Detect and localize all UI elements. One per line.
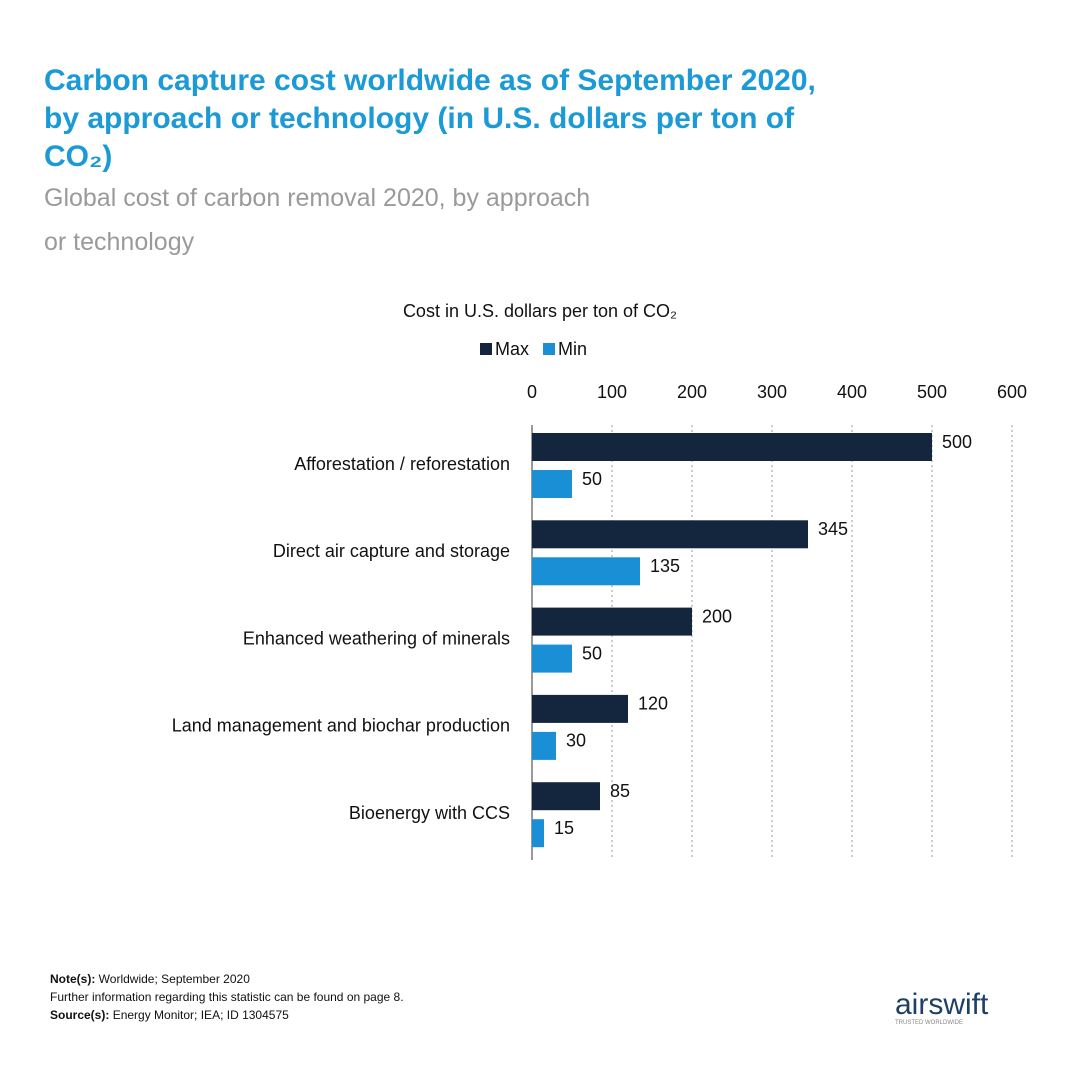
logo-name: airswift: [895, 988, 989, 1021]
x-tick-label: 200: [677, 382, 707, 402]
value-label: 120: [638, 694, 668, 714]
footer: Note(s): Worldwide; September 2020 Furth…: [50, 970, 404, 1024]
legend-label: Max: [495, 339, 529, 359]
bar: [532, 520, 808, 549]
y-tick-label: Afforestation / reforestation: [294, 454, 510, 474]
y-tick-label: Direct air capture and storage: [273, 541, 510, 561]
value-label: 15: [554, 818, 574, 838]
bar: [532, 819, 544, 848]
y-tick-label: Land management and biochar production: [172, 716, 510, 736]
value-label: 30: [566, 731, 586, 751]
source: Source(s): Energy Monitor; IEA; ID 13045…: [50, 1006, 404, 1024]
bar: [532, 694, 628, 723]
axis-title: Cost in U.S. dollars per ton of CO₂: [403, 301, 677, 321]
legend-swatch: [480, 343, 492, 355]
legend-swatch: [543, 343, 556, 355]
x-tick-label: 300: [757, 382, 787, 402]
y-tick-label: Enhanced weathering of minerals: [243, 628, 510, 648]
legend-label: Min: [558, 339, 587, 359]
note: Note(s): Worldwide; September 2020: [50, 970, 404, 988]
bar: [532, 433, 932, 461]
source-label: Source(s):: [50, 1008, 110, 1022]
source-text: Energy Monitor; IEA; ID 1304575: [112, 1008, 289, 1022]
note-label: Note(s):: [50, 972, 96, 986]
value-label: 345: [818, 519, 848, 539]
bar: [532, 557, 640, 586]
bar: [532, 644, 572, 673]
x-tick-label: 0: [527, 382, 537, 402]
value-label: 135: [650, 556, 680, 576]
bar: [532, 470, 572, 498]
x-tick-label: 400: [837, 382, 867, 402]
value-label: 500: [942, 432, 972, 452]
x-tick-label: 100: [597, 382, 627, 402]
value-label: 50: [582, 643, 602, 663]
logo: airswift TRUSTED WORLDWIDE: [895, 988, 989, 1027]
x-tick-label: 500: [917, 382, 947, 402]
bar: [532, 782, 600, 811]
chart-subtitle: Global cost of carbon removal 2020, by a…: [44, 184, 591, 256]
bar: [532, 607, 692, 636]
note-text: Worldwide; September 2020: [98, 972, 250, 986]
further-info: Further information regarding this stati…: [50, 990, 404, 1004]
chart-title: Carbon capture cost worldwide as of Sept…: [44, 64, 816, 173]
logo-tagline: TRUSTED WORLDWIDE: [895, 1020, 963, 1026]
value-label: 85: [610, 781, 630, 801]
x-tick-label: 600: [997, 382, 1027, 402]
y-tick-label: Bioenergy with CCS: [349, 803, 510, 823]
value-label: 200: [702, 606, 732, 626]
bar: [532, 731, 556, 760]
value-label: 50: [582, 469, 602, 489]
